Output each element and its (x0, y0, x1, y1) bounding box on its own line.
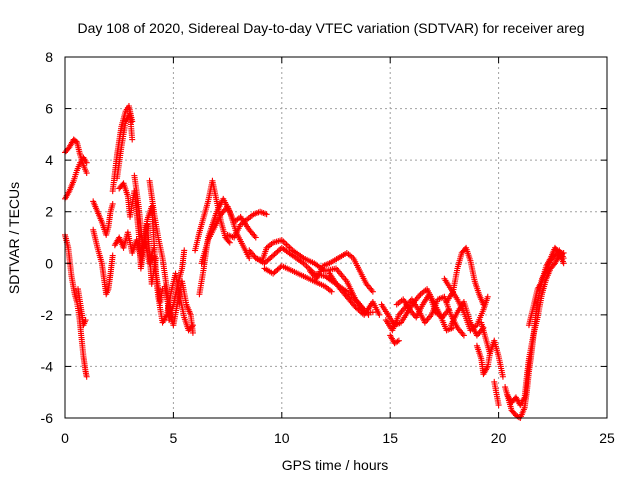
y-tick-label: 0 (45, 255, 53, 271)
data-point (262, 258, 269, 265)
data-point (484, 293, 491, 300)
data-point (356, 307, 363, 314)
data-point (252, 234, 259, 241)
y-tick-label: 2 (45, 204, 53, 220)
data-point (275, 247, 282, 254)
data-point (274, 266, 281, 273)
data-point (303, 263, 310, 270)
data-point (82, 317, 89, 324)
data-point (495, 402, 502, 409)
data-point (271, 251, 278, 258)
x-tick-label: 25 (599, 430, 615, 446)
data-point (460, 332, 467, 339)
data-point (358, 309, 365, 316)
plot-frame (64, 56, 608, 419)
data-point (267, 255, 274, 262)
data-point (275, 265, 282, 272)
data-point (499, 373, 506, 380)
chart-title: Day 108 of 2020, Sidereal Day-to-day VTE… (77, 20, 584, 36)
data-point (445, 306, 452, 313)
y-tick-label: -6 (41, 410, 54, 426)
data-point (480, 301, 487, 308)
data-point (560, 260, 567, 267)
x-axis-label: GPS time / hours (282, 457, 389, 473)
data-point (369, 309, 376, 316)
data-point (270, 252, 277, 259)
x-tick-label: 20 (491, 430, 507, 446)
x-tick-label: 0 (61, 430, 69, 446)
data-point (83, 159, 90, 166)
y-tick-label: -4 (41, 358, 54, 374)
data-point (394, 338, 401, 345)
data-point (129, 136, 136, 143)
y-tick-label: 8 (45, 49, 53, 65)
y-tick-label: 6 (45, 101, 53, 117)
axis-ticks: 0 5 10 15 20 25 -6 -4 -2 0 2 4 6 8 (41, 49, 615, 446)
data-point (225, 238, 232, 245)
data-point (355, 306, 362, 313)
data-point (189, 329, 196, 336)
data-point (264, 257, 271, 264)
y-tick-label: -2 (41, 307, 54, 323)
data-point (261, 260, 268, 267)
data-point (274, 248, 281, 255)
x-tick-label: 5 (170, 430, 178, 446)
data-point (226, 239, 233, 246)
data-point (352, 304, 359, 311)
data-point (369, 288, 376, 295)
data-point (265, 256, 272, 263)
data-points (62, 102, 567, 421)
data-point (284, 242, 291, 249)
data-point (263, 211, 270, 218)
data-point (83, 373, 90, 380)
data-point (395, 337, 402, 344)
data-point (246, 255, 253, 262)
y-axis-label: SDTVAR / TECUs (6, 182, 22, 294)
data-point (83, 170, 90, 177)
y-tick-label: 4 (45, 152, 53, 168)
data-point (271, 269, 278, 276)
data-point (181, 247, 188, 254)
data-point (109, 252, 116, 259)
data-point (273, 249, 280, 256)
data-point (283, 241, 290, 248)
data-point (376, 311, 383, 318)
x-tick-label: 10 (274, 430, 290, 446)
data-point (353, 305, 360, 312)
data-point (273, 268, 280, 275)
data-point (270, 270, 277, 277)
data-point (280, 238, 287, 245)
data-point (109, 200, 116, 207)
x-tick-label: 15 (382, 430, 398, 446)
data-point (268, 253, 275, 260)
data-point (486, 350, 493, 357)
data-point (555, 248, 562, 255)
data-point (328, 288, 335, 295)
